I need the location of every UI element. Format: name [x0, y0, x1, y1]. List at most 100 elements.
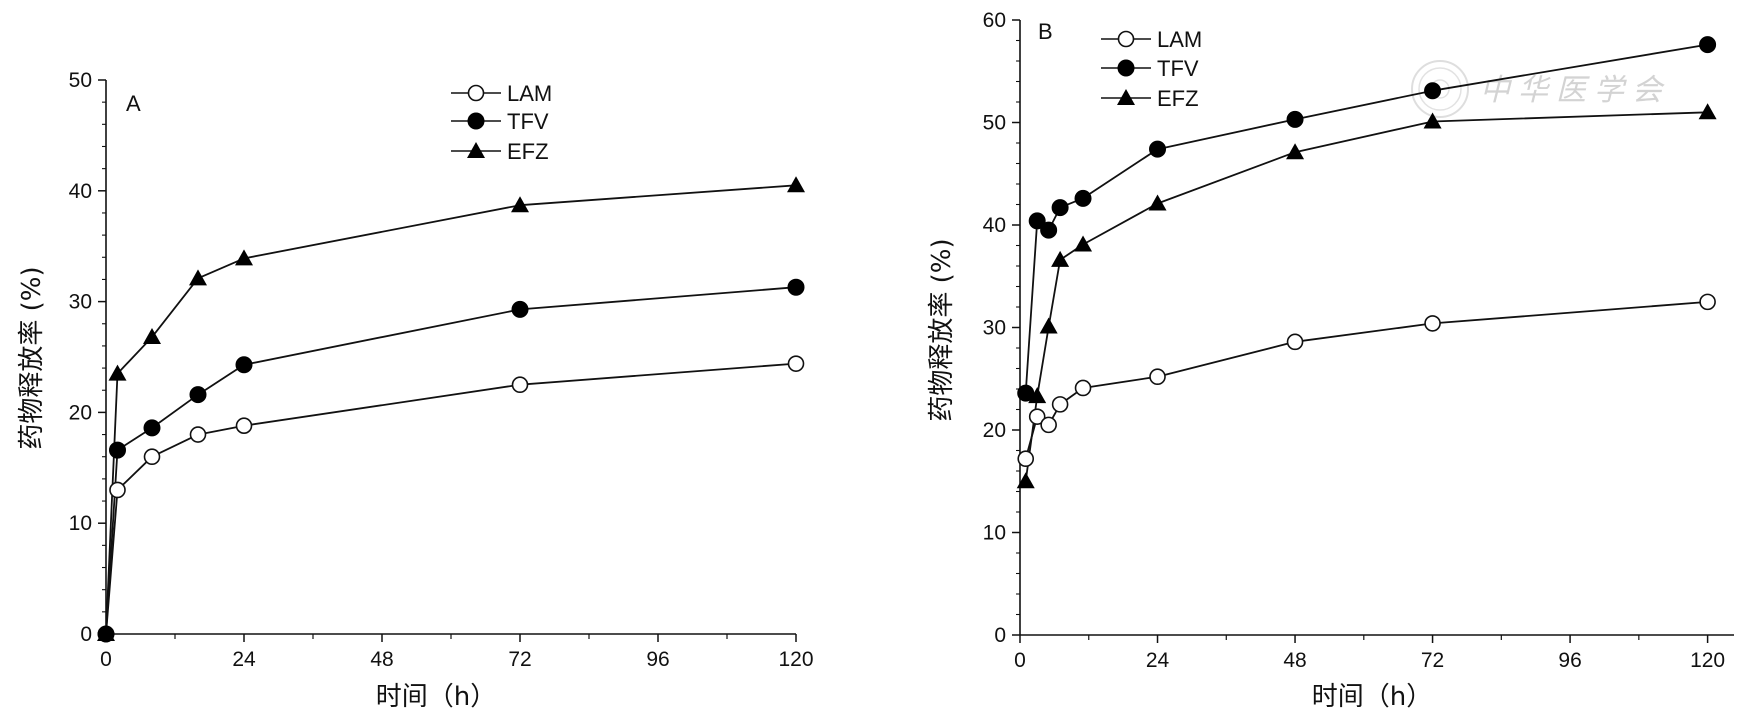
- legend-marker-efz-a: [467, 142, 485, 158]
- data-point-lam-a-3: [189, 426, 207, 443]
- legend-marker-lam-b: [1117, 30, 1135, 48]
- legend-item-tfv-b: TFV: [1101, 56, 1199, 81]
- data-point-tfv-b-7: [1424, 82, 1442, 100]
- data-point-lam-b-3: [1051, 396, 1069, 413]
- data-point-efz-b-4: [1074, 235, 1093, 252]
- data-point-tfv-b-0: [1017, 384, 1035, 402]
- legend-item-efz-b: EFZ: [1101, 86, 1199, 111]
- x-tick-label-a-0: 0: [100, 648, 112, 671]
- watermark-text: 中华医学会: [1480, 73, 1670, 108]
- data-point-efz-b-2: [1039, 317, 1058, 334]
- data-point-lam-b-6: [1286, 333, 1304, 351]
- y-axis-title-a: 药物释放率 (%): [17, 266, 47, 449]
- y-ticks-b: 0 10 20 30 40 50 60: [983, 9, 1020, 647]
- data-point-tfv-a-6: [787, 278, 805, 296]
- data-point-efz-a-6: [787, 176, 805, 193]
- x-tick-label-a-96: 96: [646, 648, 669, 671]
- chart-panel-a: 0 24 48 72 96 120 0 10 20 30 40 50 A LAM TFV EFZ 时…: [17, 69, 814, 712]
- x-tick-label-b-96: 96: [1558, 649, 1581, 672]
- chart-panel-b: 0 24 48 72 96 120 0 10 20 30 40 50 60 B LAM TFV EFZ…: [927, 9, 1734, 712]
- legend-label-lam-a: LAM: [507, 81, 552, 106]
- legend-b: LAM TFV EFZ: [1101, 27, 1202, 111]
- series-markers-a: [97, 176, 805, 643]
- legend-label-efz-b: EFZ: [1157, 86, 1199, 111]
- data-point-tfv-b-2: [1040, 221, 1058, 239]
- data-point-efz-a-0: [97, 625, 115, 641]
- data-point-lam-b-1: [1028, 408, 1046, 425]
- legend-item-lam-b: LAM: [1101, 27, 1202, 52]
- data-point-lam-a-5: [511, 376, 529, 394]
- series-line-lam-b: [1024, 301, 1708, 459]
- x-tick-label-b-0: 0: [1014, 649, 1026, 672]
- data-point-lam-b-0: [1017, 450, 1035, 468]
- data-point-efz-b-7: [1423, 112, 1442, 129]
- legend-marker-efz-b: [1117, 89, 1135, 105]
- legend-a: LAM TFV EFZ: [451, 81, 552, 164]
- x-tick-label-b-72: 72: [1421, 649, 1444, 672]
- x-ticks-a: 0 24 48 72 96 120: [100, 634, 814, 671]
- data-point-tfv-a-2: [143, 419, 161, 437]
- legend-marker-lam-a: [467, 84, 485, 102]
- data-point-tfv-b-1: [1028, 212, 1046, 230]
- data-point-efz-a-3: [189, 269, 207, 286]
- x-tick-label-a-72: 72: [508, 648, 531, 671]
- y-tick-label-a-20: 20: [69, 401, 92, 424]
- data-point-lam-a-6: [787, 355, 805, 372]
- y-tick-label-b-0: 0: [994, 624, 1006, 647]
- series-markers-b: [1016, 36, 1717, 489]
- data-point-efz-a-2: [143, 328, 161, 345]
- x-ticks-b: 0 24 48 72 96 120: [1014, 635, 1725, 672]
- y-tick-label-b-20: 20: [983, 419, 1006, 442]
- data-point-tfv-a-1: [109, 441, 126, 459]
- x-axis-title-b: 时间（h）: [1312, 682, 1432, 712]
- data-point-efz-a-1: [108, 364, 127, 381]
- y-tick-label-b-50: 50: [983, 112, 1006, 135]
- x-tick-label-a-120: 120: [778, 648, 813, 671]
- data-point-lam-b-7: [1424, 315, 1441, 332]
- series-line-tfv-a: [105, 286, 797, 635]
- y-tick-label-b-40: 40: [983, 214, 1006, 237]
- watermark: 中华医学会: [1411, 60, 1670, 118]
- data-point-tfv-b-3: [1051, 199, 1069, 217]
- data-point-efz-a-5: [511, 196, 529, 213]
- data-point-lam-b-8: [1699, 293, 1716, 311]
- panel-label-a: A: [126, 91, 141, 116]
- series-lines-b: [1024, 43, 1708, 482]
- data-point-tfv-b-4: [1074, 189, 1092, 207]
- data-point-efz-b-3: [1051, 250, 1070, 267]
- legend-label-lam-b: LAM: [1157, 27, 1202, 52]
- data-point-lam-a-4: [235, 417, 253, 434]
- x-tick-label-a-24: 24: [232, 648, 256, 671]
- data-point-tfv-a-4: [235, 356, 253, 374]
- y-tick-label-b-10: 10: [983, 522, 1006, 545]
- y-tick-label-a-10: 10: [69, 512, 92, 535]
- legend-marker-tfv-b: [1117, 59, 1135, 77]
- legend-label-tfv-a: TFV: [507, 109, 549, 134]
- y-tick-label-b-30: 30: [983, 317, 1006, 340]
- data-point-efz-a-4: [235, 249, 253, 266]
- y-tick-label-a-50: 50: [69, 69, 92, 92]
- data-point-lam-b-2: [1040, 416, 1057, 434]
- data-point-efz-b-5: [1148, 194, 1167, 211]
- data-point-efz-b-0: [1016, 472, 1035, 489]
- data-point-tfv-b-5: [1149, 140, 1167, 158]
- y-ticks-a: 0 10 20 30 40 50: [69, 69, 106, 646]
- y-tick-label-a-0: 0: [80, 623, 92, 646]
- x-tick-label-a-48: 48: [370, 648, 393, 671]
- data-point-lam-a-2: [143, 448, 161, 466]
- y-tick-label-b-60: 60: [983, 9, 1006, 32]
- x-tick-label-b-48: 48: [1283, 649, 1306, 672]
- y-tick-label-a-30: 30: [69, 291, 92, 314]
- data-point-tfv-b-6: [1286, 110, 1304, 128]
- data-point-tfv-b-8: [1699, 36, 1717, 54]
- panel-label-b: B: [1038, 19, 1053, 44]
- data-point-lam-a-1: [109, 481, 126, 499]
- data-point-efz-b-6: [1286, 143, 1305, 160]
- series-line-efz-a: [105, 184, 797, 635]
- x-axis-title-a: 时间（h）: [376, 682, 496, 712]
- data-point-tfv-a-5: [511, 300, 529, 318]
- legend-item-efz-a: EFZ: [451, 139, 549, 164]
- data-point-tfv-a-3: [189, 386, 207, 404]
- y-tick-label-a-40: 40: [69, 180, 92, 203]
